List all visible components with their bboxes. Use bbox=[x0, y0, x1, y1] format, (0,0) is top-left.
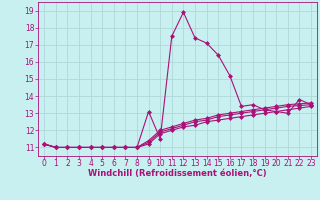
X-axis label: Windchill (Refroidissement éolien,°C): Windchill (Refroidissement éolien,°C) bbox=[88, 169, 267, 178]
